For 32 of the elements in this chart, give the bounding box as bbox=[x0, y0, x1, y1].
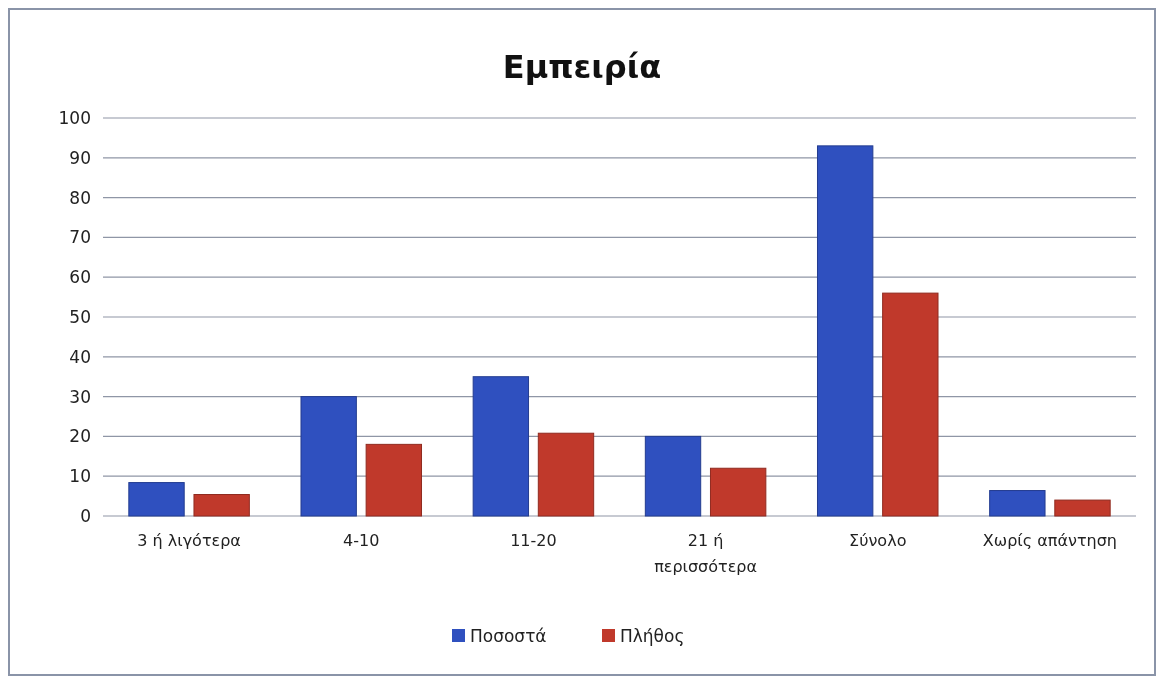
y-tick-label: 20 bbox=[69, 426, 91, 447]
y-tick-label: 0 bbox=[80, 505, 91, 526]
legend-label: Ποσοστά bbox=[470, 625, 547, 646]
bar bbox=[989, 490, 1046, 517]
bar bbox=[472, 376, 530, 517]
y-tick-label: 100 bbox=[58, 107, 91, 128]
bar bbox=[816, 145, 874, 517]
x-tick-label: 21 ή περισσότερα bbox=[654, 531, 758, 576]
x-tick-label: 4-10 bbox=[343, 531, 380, 550]
chart-title: Εμπειρία bbox=[502, 48, 662, 86]
x-tick-label: Χωρίς απάντηση bbox=[982, 531, 1117, 550]
bar bbox=[193, 494, 250, 517]
y-tick-label: 60 bbox=[69, 267, 91, 288]
bar bbox=[644, 435, 702, 517]
bar bbox=[300, 396, 357, 517]
bar bbox=[882, 292, 939, 517]
bar bbox=[365, 443, 423, 517]
x-tick-label: Σύνολο bbox=[849, 531, 907, 550]
legend-label: Πλήθος bbox=[620, 625, 685, 646]
y-tick-label: 90 bbox=[69, 147, 91, 168]
y-tick-label: 50 bbox=[69, 306, 91, 327]
bar bbox=[709, 467, 767, 517]
x-tick-label: 11-20 bbox=[510, 531, 557, 550]
y-tick-label: 40 bbox=[69, 346, 91, 367]
bar bbox=[1054, 499, 1111, 517]
y-tick-label: 80 bbox=[69, 187, 91, 208]
y-tick-label: 10 bbox=[69, 466, 91, 487]
y-tick-label: 70 bbox=[69, 227, 91, 248]
bar bbox=[537, 432, 595, 517]
bar bbox=[128, 482, 185, 517]
y-tick-label: 30 bbox=[69, 386, 91, 407]
x-tick-label: 3 ή λιγότερα bbox=[137, 531, 241, 550]
